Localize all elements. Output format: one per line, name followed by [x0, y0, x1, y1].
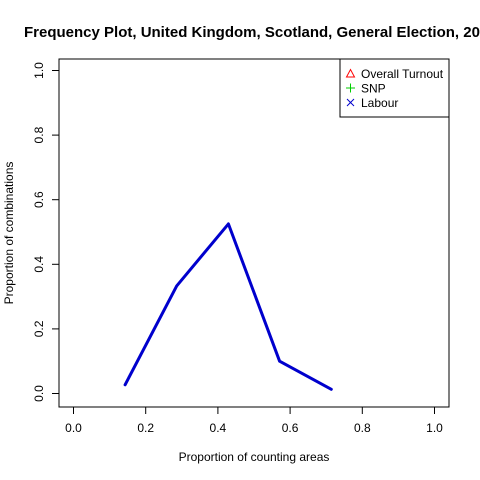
- series-line: [123, 222, 333, 391]
- x-tick-label: 0.4: [210, 421, 227, 435]
- series-layer: [123, 222, 333, 391]
- x-tick-label: 0.8: [354, 421, 371, 435]
- x-axis: 0.0 0.2 0.4 0.6 0.8 1.0: [65, 407, 443, 435]
- x-tick-label: 0.0: [65, 421, 82, 435]
- legend-plus-icon: [346, 83, 355, 93]
- y-axis: 0.0 0.2 0.4 0.6 0.8 1.0: [32, 62, 59, 402]
- y-tick-label: 1.0: [32, 62, 46, 79]
- legend-label: Labour: [361, 96, 398, 110]
- y-tick-label: 0.8: [32, 126, 46, 143]
- x-tick-label: 0.2: [137, 421, 154, 435]
- chart-title: Frequency Plot, United Kingdom, Scotland…: [24, 24, 480, 41]
- y-tick-label: 0.4: [32, 256, 46, 273]
- y-tick-label: 0.2: [32, 320, 46, 337]
- x-tick-label: 0.6: [282, 421, 299, 435]
- legend-box: [339, 58, 450, 118]
- y-tick-label: 0.0: [32, 385, 46, 402]
- x-tick-label: 1.0: [426, 421, 443, 435]
- legend-triangle-icon: [345, 68, 356, 78]
- x-axis-label: Proportion of counting areas: [179, 450, 330, 464]
- legend-cross-icon: [346, 98, 355, 107]
- legend-label: Overall Turnout: [361, 67, 444, 81]
- legend-label: SNP: [361, 82, 386, 96]
- plot-frame: [58, 58, 450, 408]
- y-axis-label: Proportion of combinations: [2, 162, 16, 305]
- y-tick-label: 0.6: [32, 191, 46, 208]
